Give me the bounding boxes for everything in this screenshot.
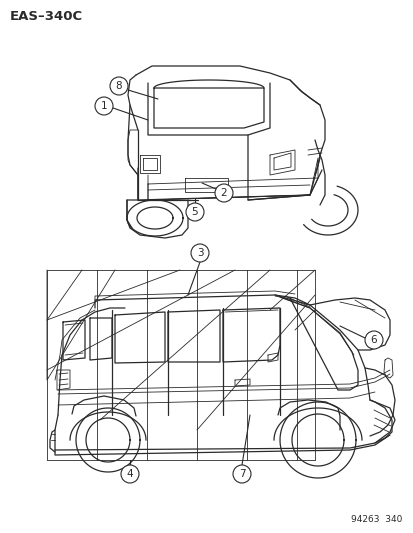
Text: 94263  340: 94263 340 bbox=[350, 515, 401, 524]
Circle shape bbox=[95, 97, 113, 115]
Circle shape bbox=[190, 244, 209, 262]
Text: 6: 6 bbox=[370, 335, 376, 345]
Circle shape bbox=[233, 465, 250, 483]
Circle shape bbox=[110, 77, 128, 95]
Text: 8: 8 bbox=[115, 81, 122, 91]
Circle shape bbox=[364, 331, 382, 349]
Text: 1: 1 bbox=[100, 101, 107, 111]
Text: EAS–340C: EAS–340C bbox=[10, 10, 83, 22]
Text: 7: 7 bbox=[238, 469, 245, 479]
Text: 5: 5 bbox=[191, 207, 198, 217]
Text: 4: 4 bbox=[126, 469, 133, 479]
Text: 3: 3 bbox=[196, 248, 203, 258]
Circle shape bbox=[214, 184, 233, 202]
Circle shape bbox=[185, 203, 204, 221]
Circle shape bbox=[121, 465, 139, 483]
Text: 2: 2 bbox=[220, 188, 227, 198]
